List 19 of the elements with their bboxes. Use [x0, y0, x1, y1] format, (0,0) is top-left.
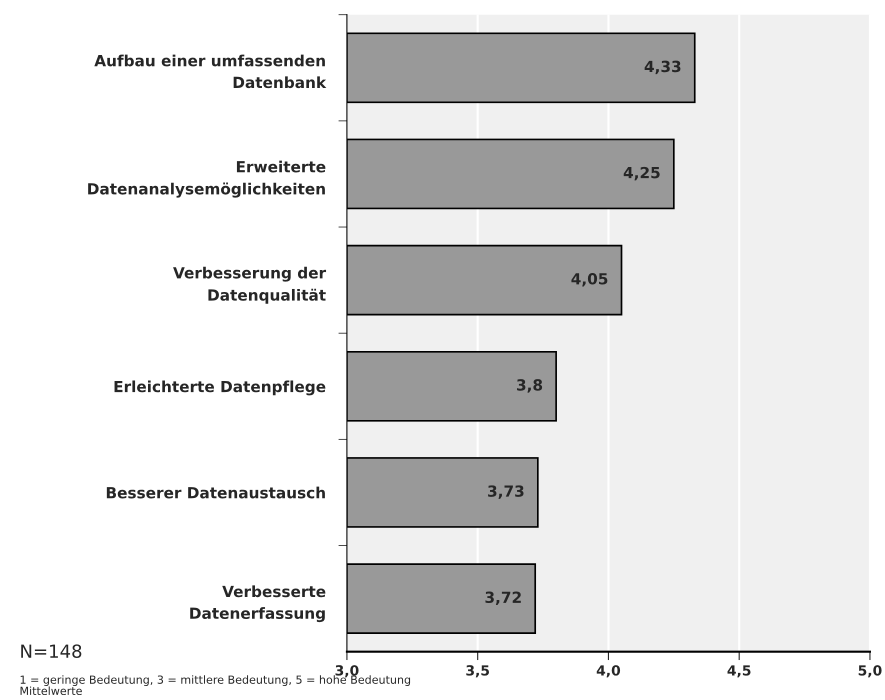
y-tick-label: Besserer Datenaustausch	[106, 486, 325, 498]
data-label: 4,05	[571, 272, 608, 286]
y-tick-label: Erleichterte Datenpflege	[114, 380, 326, 396]
data-label: 4,33	[644, 60, 680, 74]
data-label: 3,8	[517, 379, 542, 393]
data-label: 4,25	[624, 166, 660, 180]
y-tick-label: Aufbau einer umfassenden Datenbank	[94, 54, 326, 88]
y-tick-label: Verbesserung der Datenqualität	[173, 266, 326, 304]
x-tick-label: 4,5	[728, 665, 751, 678]
y-tick-label: Verbesserte Datenerfassung	[190, 585, 326, 622]
y-tick-label: Erweiterte Datenanalysemöglichkeiten	[88, 160, 326, 198]
data-label: 3,72	[485, 591, 521, 605]
x-tick-label: 3,5	[466, 665, 490, 678]
text: Mittelwerte	[20, 686, 82, 696]
x-tick-label: 5,0	[858, 665, 882, 678]
data-label: 3,73	[488, 485, 524, 499]
x-tick-label: 3,0	[336, 665, 359, 678]
x-tick-label: 4,0	[596, 665, 620, 678]
text: N=148	[21, 644, 82, 658]
